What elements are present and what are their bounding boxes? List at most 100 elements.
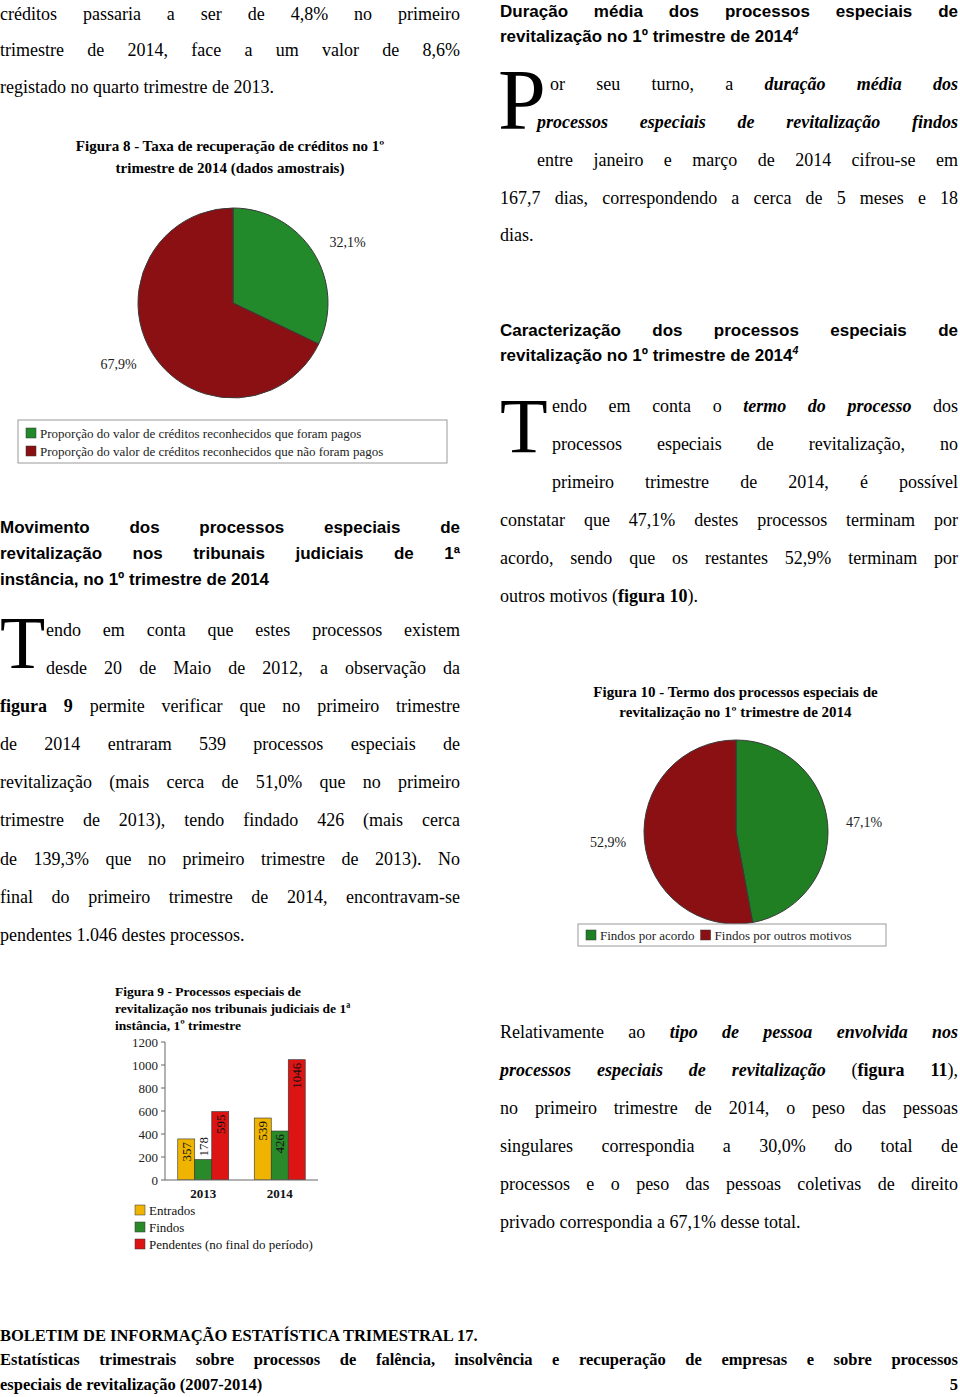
text-run: dos	[911, 396, 958, 416]
paragraph-line: pendentes 1.046 destes processos.	[0, 916, 460, 954]
paragraph-line: outros motivos (figura 10).	[500, 577, 958, 615]
legend-swatch	[135, 1222, 145, 1232]
paragraph-line: registado no quarto trimestre de 2013.	[0, 69, 460, 106]
paragraph-line: singulares correspondia a 30,0% do total…	[500, 1127, 958, 1165]
legend-label: Findos	[149, 1220, 184, 1235]
text-run: processos especiais de revitalização, no	[552, 434, 958, 454]
pie-slice	[644, 740, 753, 924]
text-run: BOLETIM DE INFORMAÇÃO ESTATÍSTICA TRIMES…	[0, 1326, 478, 1345]
heading-line: Movimento dos processos especiais de	[0, 515, 460, 541]
heading-line: instância, no 1º trimestre de 2014	[0, 567, 460, 593]
paragraph-line: processos especiais de revitalização, no	[552, 425, 958, 463]
legend-label: Proporção do valor de créditos reconheci…	[40, 426, 361, 441]
legend-swatch	[26, 446, 36, 456]
text-run: outros motivos (	[500, 586, 618, 606]
category-label: 2013	[190, 1186, 217, 1201]
paragraph-line: dias.	[500, 217, 958, 255]
text-run: ),	[948, 1060, 959, 1080]
tick-label: 0	[152, 1173, 159, 1188]
text-run: trimestre de 2014, face a um valor de 8,…	[0, 40, 460, 60]
text-run: 167,7 dias, correspondendo a cerca de 5 …	[500, 188, 958, 208]
text-run: Duração média dos processos especiais de	[500, 2, 958, 21]
paragraph-line: Relativamente ao tipo de pessoa envolvid…	[500, 1013, 958, 1051]
legend-swatch	[586, 930, 596, 940]
pie-slice	[736, 740, 828, 922]
category-label: 2014	[267, 1186, 294, 1201]
page-number: 5	[880, 1373, 958, 1397]
paragraph-line: processos especiais de revitalização fin…	[537, 104, 958, 142]
tick-mark	[161, 1157, 165, 1158]
tick-mark	[161, 1065, 165, 1066]
text-run: de 139,3% que no primeiro trimestre de 2…	[0, 849, 460, 869]
tick-mark	[161, 1134, 165, 1135]
paragraph-line: revitalização (mais cerca de 51,0% que n…	[0, 763, 460, 801]
paragraph-line: endo em conta o termo do processo dos	[552, 387, 958, 425]
paragraph-line: de 2014 entraram 539 processos especiais…	[0, 725, 460, 763]
y-axis	[165, 1042, 166, 1180]
bar	[178, 1139, 195, 1180]
drop-cap: P	[498, 52, 546, 148]
text-run: especiais de revitalização (2007-2014)	[0, 1375, 262, 1394]
legend-box	[578, 924, 886, 946]
paragraph-line: processos especiais de revitalização (fi…	[500, 1051, 958, 1089]
chart-title: Figura 8 - Taxa de recuperação de crédit…	[45, 135, 415, 179]
legend-swatch	[701, 930, 711, 940]
heading-line: revitalização nos tribunais judiciais de…	[0, 541, 460, 567]
text-run: 4	[793, 25, 799, 37]
text-run: revitalização nos tribunais judiciais de…	[0, 544, 460, 563]
text-run: (	[826, 1060, 858, 1080]
text-run: no primeiro trimestre de 2014, o peso da…	[500, 1098, 958, 1118]
heading-line: revitalização no 1º trimestre de 20144	[500, 343, 958, 368]
text-run: registado no quarto trimestre de 2013.	[0, 77, 274, 97]
paragraph-line: endo em conta que estes processos existe…	[46, 611, 460, 649]
text-run: instância, no 1º trimestre de 2014	[0, 570, 269, 589]
paragraph-line: primeiro trimestre de 2014, é possível	[552, 463, 958, 501]
legend-label: Entrados	[149, 1203, 195, 1218]
paragraph-line: privado correspondia a 67,1% desse total…	[500, 1203, 958, 1241]
chart-title: Figura 9 - Processos especiais de revita…	[115, 983, 370, 1034]
text-run: processos e o peso das pessoas coletivas…	[500, 1174, 958, 1194]
text-run: revitalização (mais cerca de 51,0% que n…	[0, 772, 460, 792]
data-label: 52,9%	[590, 835, 627, 850]
footer-line: especiais de revitalização (2007-2014)	[0, 1373, 958, 1397]
bars	[178, 1060, 306, 1180]
bar	[195, 1160, 212, 1180]
paragraph-line: processos e o peso das pessoas coletivas…	[500, 1165, 958, 1203]
data-label: 595	[213, 1115, 228, 1135]
pie	[138, 208, 328, 398]
legend-label: Proporção do valor de créditos reconheci…	[40, 444, 383, 459]
text-run: 4	[793, 344, 799, 356]
tick-label: 600	[139, 1104, 159, 1119]
data-label: 426	[272, 1134, 287, 1154]
paragraph-line: figura 9 permite verificar que no primei…	[0, 687, 460, 725]
legend-label: Pendentes (no final do período)	[149, 1237, 313, 1252]
tick-mark	[161, 1088, 165, 1089]
paragraph-line: de 139,3% que no primeiro trimestre de 2…	[0, 840, 460, 878]
text-run: Relativamente ao	[500, 1022, 670, 1042]
text-run: singulares correspondia a 30,0% do total…	[500, 1136, 958, 1156]
drop-cap: T	[500, 382, 548, 469]
tick-mark	[161, 1042, 165, 1043]
bar	[212, 1112, 229, 1180]
legend-label: Findos por acordo	[600, 928, 695, 943]
text-run: pendentes 1.046 destes processos.	[0, 925, 244, 945]
paragraph-line: desde 20 de Maio de 2012, a observação d…	[46, 649, 460, 687]
text-run: revitalização no 1º trimestre de 2014	[500, 346, 793, 365]
page: TPT32,1%67,9%Proporção do valor de crédi…	[0, 0, 960, 1397]
tick-label: 400	[139, 1127, 159, 1142]
footer-line: Estatísticas trimestrais sobre processos…	[0, 1348, 958, 1373]
legend-swatch	[26, 428, 36, 438]
text-run: privado correspondia a 67,1% desse total…	[500, 1212, 800, 1232]
text-run: revitalização no 1º trimestre de 2014	[500, 27, 793, 46]
text-run: Estatísticas trimestrais sobre processos…	[0, 1350, 958, 1369]
tick-label: 1200	[132, 1035, 158, 1050]
text-run: constatar que 47,1% destes processos ter…	[500, 510, 958, 530]
footer-line: BOLETIM DE INFORMAÇÃO ESTATÍSTICA TRIMES…	[0, 1324, 958, 1349]
bar	[271, 1131, 288, 1180]
text-run: duração média dos	[764, 74, 958, 94]
legend-box	[18, 420, 447, 463]
text-run: desde 20 de Maio de 2012, a observação d…	[46, 658, 460, 678]
paragraph-line: trimestre de 2014, face a um valor de 8,…	[0, 32, 460, 69]
heading-line: Caracterização dos processos especiais d…	[500, 318, 958, 343]
paragraph-line: 167,7 dias, correspondendo a cerca de 5 …	[500, 180, 958, 218]
